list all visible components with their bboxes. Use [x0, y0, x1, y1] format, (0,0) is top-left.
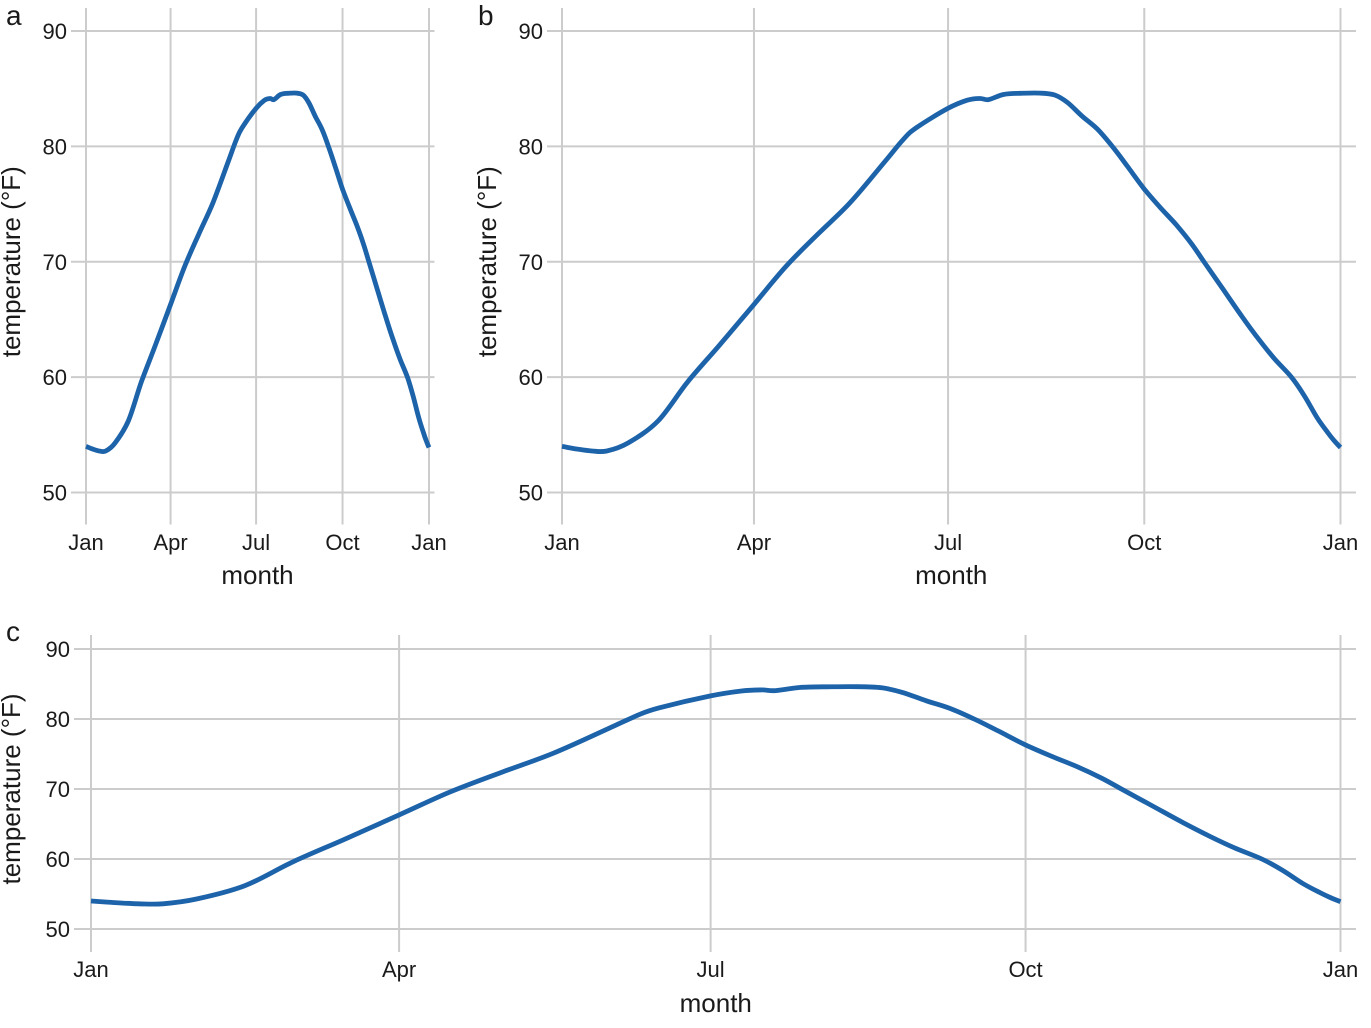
x-tick-label-Oct-3: Oct — [1008, 957, 1042, 982]
panel-label-b: b — [478, 0, 494, 31]
x-tick-label-Jul-2: Jul — [934, 530, 962, 555]
temperature-curve — [85, 90, 432, 455]
y-axis-title: temperature (°F) — [0, 693, 26, 884]
x-tick-label-Jan-4: Jan — [1323, 957, 1358, 982]
temperature-curve — [90, 684, 1342, 907]
panel-label-a: a — [6, 0, 22, 31]
y-tick-label-50: 50 — [43, 481, 67, 506]
x-axis-title: month — [915, 560, 987, 590]
x-axis-title: month — [680, 988, 752, 1018]
x-tick-label-Apr-1: Apr — [153, 530, 187, 555]
x-tick-label-Jan-0: Jan — [73, 957, 108, 982]
x-axis-title: month — [221, 560, 293, 590]
y-tick-label-90: 90 — [46, 637, 70, 662]
temperature-curve — [561, 90, 1343, 455]
panel-label-c: c — [6, 616, 20, 647]
y-tick-label-70: 70 — [46, 777, 70, 802]
y-tick-label-50: 50 — [46, 917, 70, 942]
x-tick-label-Apr-1: Apr — [382, 957, 416, 982]
x-tick-label-Jan-4: Jan — [1323, 530, 1358, 555]
x-tick-label-Jan-0: Jan — [544, 530, 579, 555]
x-tick-label-Jul-2: Jul — [697, 957, 725, 982]
y-axis-title: temperature (°F) — [472, 166, 502, 357]
y-tick-label-50: 50 — [519, 481, 543, 506]
y-tick-label-60: 60 — [46, 847, 70, 872]
x-tick-label-Jul-2: Jul — [242, 530, 270, 555]
y-tick-label-60: 60 — [519, 365, 543, 390]
x-tick-label-Apr-1: Apr — [737, 530, 771, 555]
x-tick-label-Jan-4: Jan — [411, 530, 446, 555]
y-tick-label-90: 90 — [43, 19, 67, 44]
x-tick-label-Jan-0: Jan — [68, 530, 103, 555]
x-tick-label-Oct-3: Oct — [325, 530, 359, 555]
x-tick-label-Oct-3: Oct — [1127, 530, 1161, 555]
y-tick-label-70: 70 — [519, 250, 543, 275]
y-tick-label-80: 80 — [46, 707, 70, 732]
y-tick-label-80: 80 — [43, 134, 67, 159]
y-tick-label-80: 80 — [519, 134, 543, 159]
y-tick-label-60: 60 — [43, 365, 67, 390]
y-axis-title: temperature (°F) — [0, 166, 26, 357]
y-tick-label-70: 70 — [43, 250, 67, 275]
y-tick-label-90: 90 — [519, 19, 543, 44]
